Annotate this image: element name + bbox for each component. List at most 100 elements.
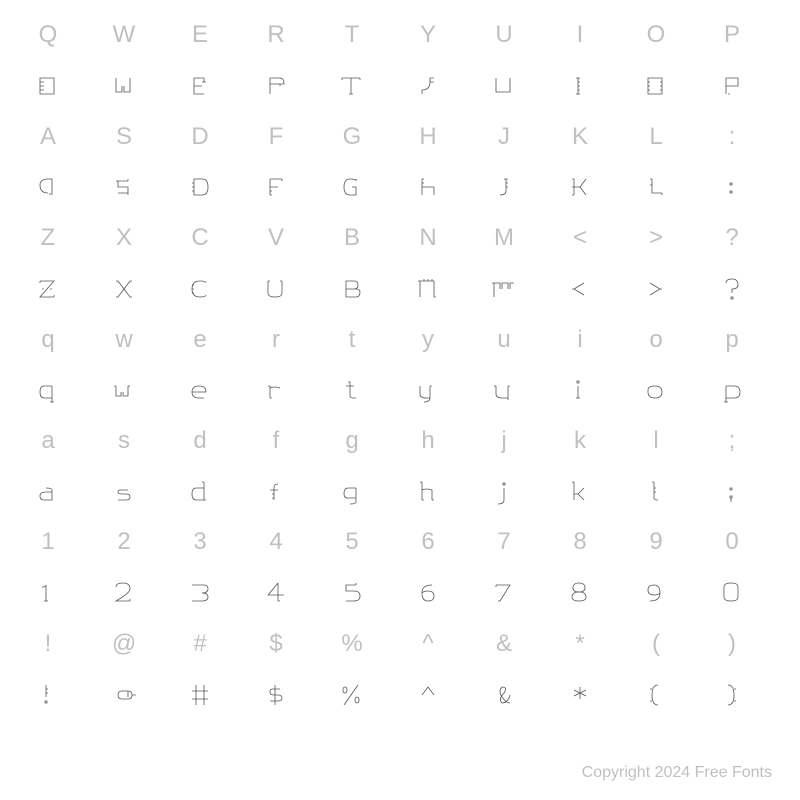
reference-char-cell: P (694, 10, 770, 61)
glyph-char-cell (618, 466, 694, 517)
reference-char: * (575, 630, 584, 658)
reference-char: ( (652, 630, 660, 658)
glyph-char-cell (390, 365, 466, 416)
glyph-char-cell (86, 365, 162, 416)
reference-char: i (577, 326, 582, 354)
reference-char-cell: q (10, 314, 86, 365)
glyph-char (86, 264, 162, 315)
reference-char: I (577, 21, 584, 49)
glyph-char (10, 264, 86, 315)
reference-char-cell: O (618, 10, 694, 61)
glyph-char (390, 61, 466, 112)
glyph-char-cell (618, 365, 694, 416)
reference-char-cell: & (466, 619, 542, 670)
reference-char-cell: N (390, 213, 466, 264)
reference-char-cell: T (314, 10, 390, 61)
glyph-char-cell (466, 466, 542, 517)
glyph-char (238, 61, 314, 112)
reference-char-cell: t (314, 314, 390, 365)
reference-char: 9 (649, 528, 662, 556)
reference-char: # (193, 630, 206, 658)
reference-char: N (419, 224, 436, 252)
reference-char: H (419, 123, 436, 151)
glyph-char-cell (694, 61, 770, 112)
glyph-char (390, 466, 466, 517)
reference-char-cell: e (162, 314, 238, 365)
reference-char-cell: o (618, 314, 694, 365)
glyph-char-cell (86, 568, 162, 619)
glyph-char (10, 162, 86, 213)
reference-char-cell: 5 (314, 517, 390, 568)
glyph-char (542, 61, 618, 112)
glyph-char-cell (10, 365, 86, 416)
glyph-char-cell (618, 669, 694, 720)
reference-char: 0 (725, 528, 738, 556)
reference-char: Z (41, 224, 56, 252)
glyph-char (466, 568, 542, 619)
reference-char: q (41, 326, 54, 354)
glyph-char-cell (162, 61, 238, 112)
glyph-char (542, 264, 618, 315)
reference-char: O (647, 21, 666, 49)
reference-char: y (422, 326, 434, 354)
glyph-char (162, 264, 238, 315)
glyph-char (542, 365, 618, 416)
glyph-char (618, 162, 694, 213)
reference-char-cell: F (238, 111, 314, 162)
reference-char: U (495, 21, 512, 49)
reference-char: 6 (421, 528, 434, 556)
reference-char: 1 (41, 528, 54, 556)
reference-char: d (193, 427, 206, 455)
glyph-char-cell (390, 568, 466, 619)
reference-char-cell: Y (390, 10, 466, 61)
glyph-char (314, 466, 390, 517)
glyph-char-cell (618, 61, 694, 112)
reference-char-cell: ) (694, 619, 770, 670)
reference-char: f (273, 427, 280, 455)
glyph-char-cell (542, 61, 618, 112)
glyph-char (314, 365, 390, 416)
glyph-char (466, 162, 542, 213)
reference-char: ^ (422, 630, 433, 658)
reference-char-cell: g (314, 416, 390, 467)
glyph-char-cell (162, 162, 238, 213)
reference-char-cell: r (238, 314, 314, 365)
reference-char-cell: L (618, 111, 694, 162)
glyph-char (694, 466, 770, 517)
glyph-char (466, 466, 542, 517)
reference-char-cell: % (314, 619, 390, 670)
glyph-char-cell (542, 669, 618, 720)
glyph-char-cell (390, 61, 466, 112)
reference-char: 3 (193, 528, 206, 556)
reference-char-cell: 8 (542, 517, 618, 568)
glyph-char-cell (314, 466, 390, 517)
reference-char: < (573, 224, 587, 252)
reference-char: D (191, 123, 208, 151)
glyph-char (10, 365, 86, 416)
glyph-char-cell (162, 669, 238, 720)
glyph-char-cell (86, 264, 162, 315)
glyph-char (694, 264, 770, 315)
reference-char: p (725, 326, 738, 354)
reference-char-cell: 7 (466, 517, 542, 568)
reference-char-cell: # (162, 619, 238, 670)
reference-char: 8 (573, 528, 586, 556)
reference-char-cell: < (542, 213, 618, 264)
glyph-char (542, 568, 618, 619)
glyph-char-cell (10, 466, 86, 517)
glyph-char (162, 365, 238, 416)
reference-char-cell: V (238, 213, 314, 264)
glyph-char (694, 162, 770, 213)
glyph-char-cell (314, 162, 390, 213)
glyph-char-cell (618, 568, 694, 619)
reference-char-cell: y (390, 314, 466, 365)
reference-char: A (40, 123, 56, 151)
reference-char: t (349, 326, 356, 354)
reference-char: a (41, 427, 54, 455)
glyph-char-cell (466, 669, 542, 720)
glyph-char (694, 61, 770, 112)
reference-char-cell: @ (86, 619, 162, 670)
glyph-char-cell (542, 466, 618, 517)
glyph-char-cell (10, 264, 86, 315)
reference-char-cell: 1 (10, 517, 86, 568)
